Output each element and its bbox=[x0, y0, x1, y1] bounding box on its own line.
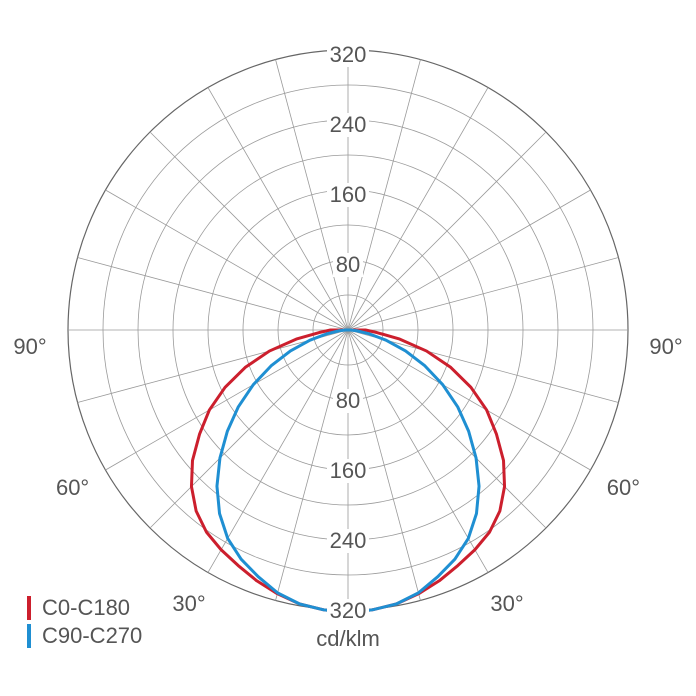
grid-spoke bbox=[347, 329, 547, 529]
legend-label: C90-C270 bbox=[42, 623, 142, 648]
grid-spoke bbox=[347, 329, 591, 471]
ring-label-bg bbox=[333, 389, 363, 413]
grid-spoke bbox=[347, 59, 421, 331]
legend-swatch bbox=[27, 596, 31, 620]
ring-label: 160 bbox=[330, 182, 367, 207]
legend: C0-C180 C90-C270 bbox=[27, 595, 142, 648]
grid-spoke bbox=[347, 189, 591, 331]
legend-swatch bbox=[27, 624, 31, 648]
angle-label: 90° bbox=[13, 334, 46, 359]
grid-spoke bbox=[275, 329, 349, 601]
ring-label: 320 bbox=[330, 598, 367, 623]
ring-label: 80 bbox=[336, 388, 360, 413]
ring-label: 160 bbox=[330, 458, 367, 483]
unit-label: cd/klm bbox=[316, 626, 380, 651]
ring-label-bg bbox=[327, 529, 369, 553]
grid-spoke bbox=[347, 87, 489, 331]
grid-spoke bbox=[77, 257, 349, 331]
grid-spoke bbox=[105, 329, 349, 471]
angle-label: 30° bbox=[490, 591, 523, 616]
axis-labels: 80 160 240 320 80 160 240 320 90° 90° 60° 60° 30° 30° bbox=[13, 42, 683, 623]
grid-spoke bbox=[275, 59, 349, 331]
ring-label-bg bbox=[333, 253, 363, 277]
grid-spoke bbox=[347, 329, 619, 403]
ring-label: 240 bbox=[330, 112, 367, 137]
angle-label: 60° bbox=[56, 475, 89, 500]
legend-label: C0-C180 bbox=[42, 595, 130, 620]
ring-label-bg bbox=[327, 459, 369, 483]
grid-spoke bbox=[77, 329, 349, 403]
grid-spoke bbox=[347, 131, 547, 331]
ring-label: 80 bbox=[336, 252, 360, 277]
grid-spoke bbox=[149, 131, 349, 331]
ring-label-bg bbox=[327, 183, 369, 207]
angle-label: 30° bbox=[172, 591, 205, 616]
grid-spoke bbox=[207, 329, 349, 573]
grid-spoke bbox=[347, 329, 489, 573]
ring-label-bg bbox=[327, 113, 369, 137]
angle-label: 60° bbox=[607, 475, 640, 500]
ring-label: 320 bbox=[330, 42, 367, 67]
ring-label-bg bbox=[327, 599, 369, 623]
angle-label: 90° bbox=[649, 334, 682, 359]
ring-label-bg bbox=[327, 43, 369, 67]
grid-spoke bbox=[149, 329, 349, 529]
grid-spoke bbox=[207, 87, 349, 331]
grid-spoke bbox=[347, 257, 619, 331]
grid-spoke bbox=[105, 189, 349, 331]
grid-spoke bbox=[347, 329, 421, 601]
ring-label: 240 bbox=[330, 528, 367, 553]
